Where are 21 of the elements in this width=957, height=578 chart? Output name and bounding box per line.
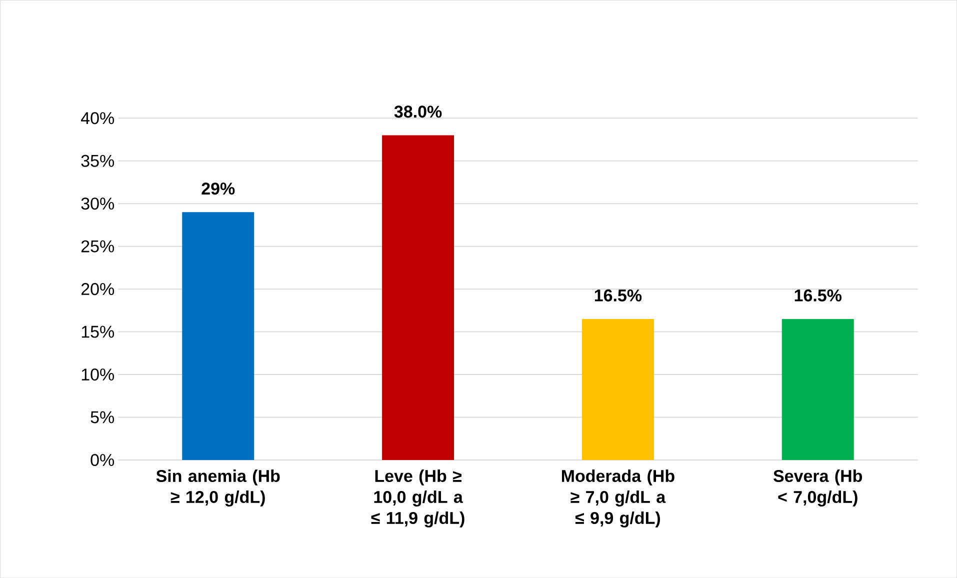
data-label: 29% — [202, 182, 235, 195]
y-tick-label: 25% — [81, 240, 114, 252]
bar — [582, 318, 654, 460]
y-tick-label: 20% — [81, 282, 114, 296]
bar — [782, 318, 854, 460]
y-tick-label: 40% — [81, 112, 114, 124]
y-tick-label: 5% — [90, 411, 114, 424]
y-tick-label: 35% — [81, 154, 114, 167]
x-tick-label: Sin anemia (Hb ≥ 12,0 g/dL) — [156, 469, 280, 506]
data-label: 16.5% — [794, 289, 842, 302]
x-tick-label: Severa (Hb < 7,0g/dL) — [773, 469, 862, 506]
y-tick-label: 15% — [82, 326, 114, 338]
bar — [182, 212, 254, 460]
x-tick-label: Leve (Hb ≥ 10,0 g/dL a ≤ 11,9 g/dL) — [371, 469, 464, 528]
y-tick-label: 0% — [90, 454, 114, 466]
y-tick-label: 10% — [82, 368, 114, 380]
data-label: 38.0% — [394, 106, 442, 118]
x-tick-label: Moderada (Hb ≥ 7,0 g/dL a ≤ 9,9 g/dL) — [562, 469, 674, 528]
bar — [382, 135, 454, 460]
y-tick-label: 30% — [81, 198, 114, 210]
data-label: 16.5% — [594, 289, 642, 302]
